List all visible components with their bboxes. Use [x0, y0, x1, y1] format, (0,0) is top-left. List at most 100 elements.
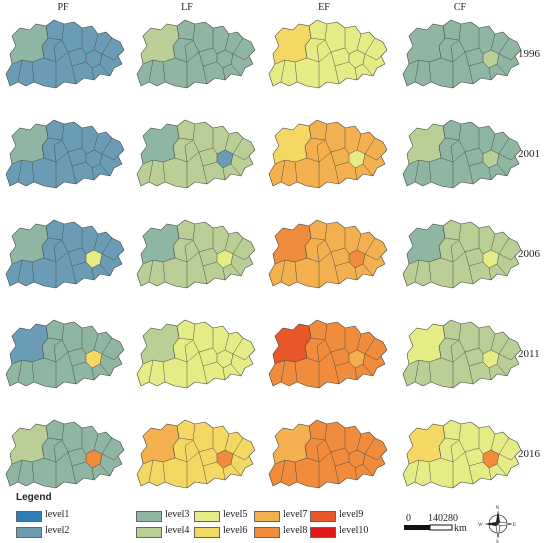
region-west [272, 23, 312, 65]
legend-item-level5: level5 [194, 509, 294, 523]
district-border [91, 167, 95, 181]
district-border [212, 47, 218, 55]
district-border [498, 337, 510, 355]
district-border [162, 61, 166, 83]
region-west [140, 423, 180, 465]
map-cf-2016 [402, 419, 522, 489]
district-border [294, 61, 298, 83]
district-border [490, 433, 496, 451]
map-lf-2001 [136, 119, 256, 189]
district-border [232, 137, 244, 155]
district-border [294, 261, 298, 283]
district-border [71, 461, 87, 467]
district-border [356, 133, 362, 151]
district-border [230, 63, 242, 77]
legend-item-level7: level7 [254, 509, 354, 523]
scale-tick-0: 0 [406, 513, 411, 524]
district-border [498, 153, 516, 161]
district-border [334, 261, 350, 267]
district-border [354, 267, 358, 281]
district-border [498, 453, 516, 461]
district-border [222, 67, 226, 81]
map-pf-2001 [5, 119, 125, 189]
district-border [294, 161, 298, 183]
district-border [304, 225, 312, 259]
legend-label-level2: level2 [45, 525, 70, 536]
column-header-ef: EF [318, 2, 330, 13]
district-border [172, 325, 180, 359]
column-header-cf: CF [453, 2, 467, 13]
district-border [53, 439, 63, 463]
region-west [140, 23, 180, 65]
district-border [91, 367, 95, 381]
district-border [344, 247, 350, 255]
map-cf-2006 [402, 219, 522, 289]
district-border [330, 28, 346, 53]
compass-e: E [513, 523, 516, 528]
legend-swatch-level6 [194, 527, 220, 538]
legend-item-level2: level2 [16, 525, 116, 539]
district-border [356, 433, 362, 451]
legend-label-level1: level1 [45, 509, 70, 520]
legend-swatch-level1 [16, 511, 42, 522]
district-border [498, 53, 516, 61]
district-border [99, 163, 111, 177]
district-border [488, 467, 492, 481]
district-border [414, 59, 420, 83]
year-label-2001: 2001 [518, 148, 540, 160]
district-border [488, 67, 492, 81]
district-border [438, 225, 446, 259]
district-border [498, 353, 516, 361]
district-border [428, 161, 432, 183]
legend-label-level6: level6 [223, 525, 248, 536]
district-border [356, 233, 362, 251]
district-border [202, 361, 218, 367]
district-border [304, 125, 312, 159]
district-border [101, 353, 119, 361]
legend-label-level5: level5 [223, 509, 248, 520]
district-border [478, 147, 484, 155]
district-border [148, 159, 154, 183]
district-border [41, 125, 49, 159]
map-cf-2001 [402, 119, 522, 189]
district-border [212, 447, 218, 455]
district-border [198, 328, 214, 353]
district-border [344, 447, 350, 455]
district-border [364, 137, 376, 155]
region-west [140, 123, 180, 165]
district-border [222, 367, 226, 381]
district-border [364, 453, 382, 461]
district-border [496, 363, 508, 377]
district-border [478, 347, 484, 355]
legend-swatch-level5 [194, 511, 220, 522]
district-border [99, 463, 111, 477]
district-border [101, 53, 119, 61]
district-border [91, 467, 95, 481]
district-border [212, 247, 218, 255]
district-border [280, 359, 286, 383]
map-cf-2011 [402, 319, 522, 389]
district-border [101, 453, 119, 461]
district-border [356, 333, 362, 351]
legend-swatch-level3 [136, 511, 162, 522]
scale-bar-black [404, 525, 430, 530]
district-border [294, 361, 298, 383]
district-border [67, 228, 83, 253]
map-ef-2011 [268, 319, 388, 389]
district-border [232, 37, 244, 55]
district-border [71, 361, 87, 367]
district-border [53, 39, 63, 63]
region-west [9, 123, 49, 165]
district-border [304, 425, 312, 459]
district-border [162, 461, 166, 483]
district-border [468, 61, 484, 67]
map-ef-1996 [268, 19, 388, 89]
district-border [364, 237, 376, 255]
district-border [428, 461, 432, 483]
district-border [490, 33, 496, 51]
district-border [222, 467, 226, 481]
map-pf-2016 [5, 419, 125, 489]
district-border [101, 137, 113, 155]
district-border [354, 167, 358, 181]
scale-bar-white [429, 524, 453, 531]
